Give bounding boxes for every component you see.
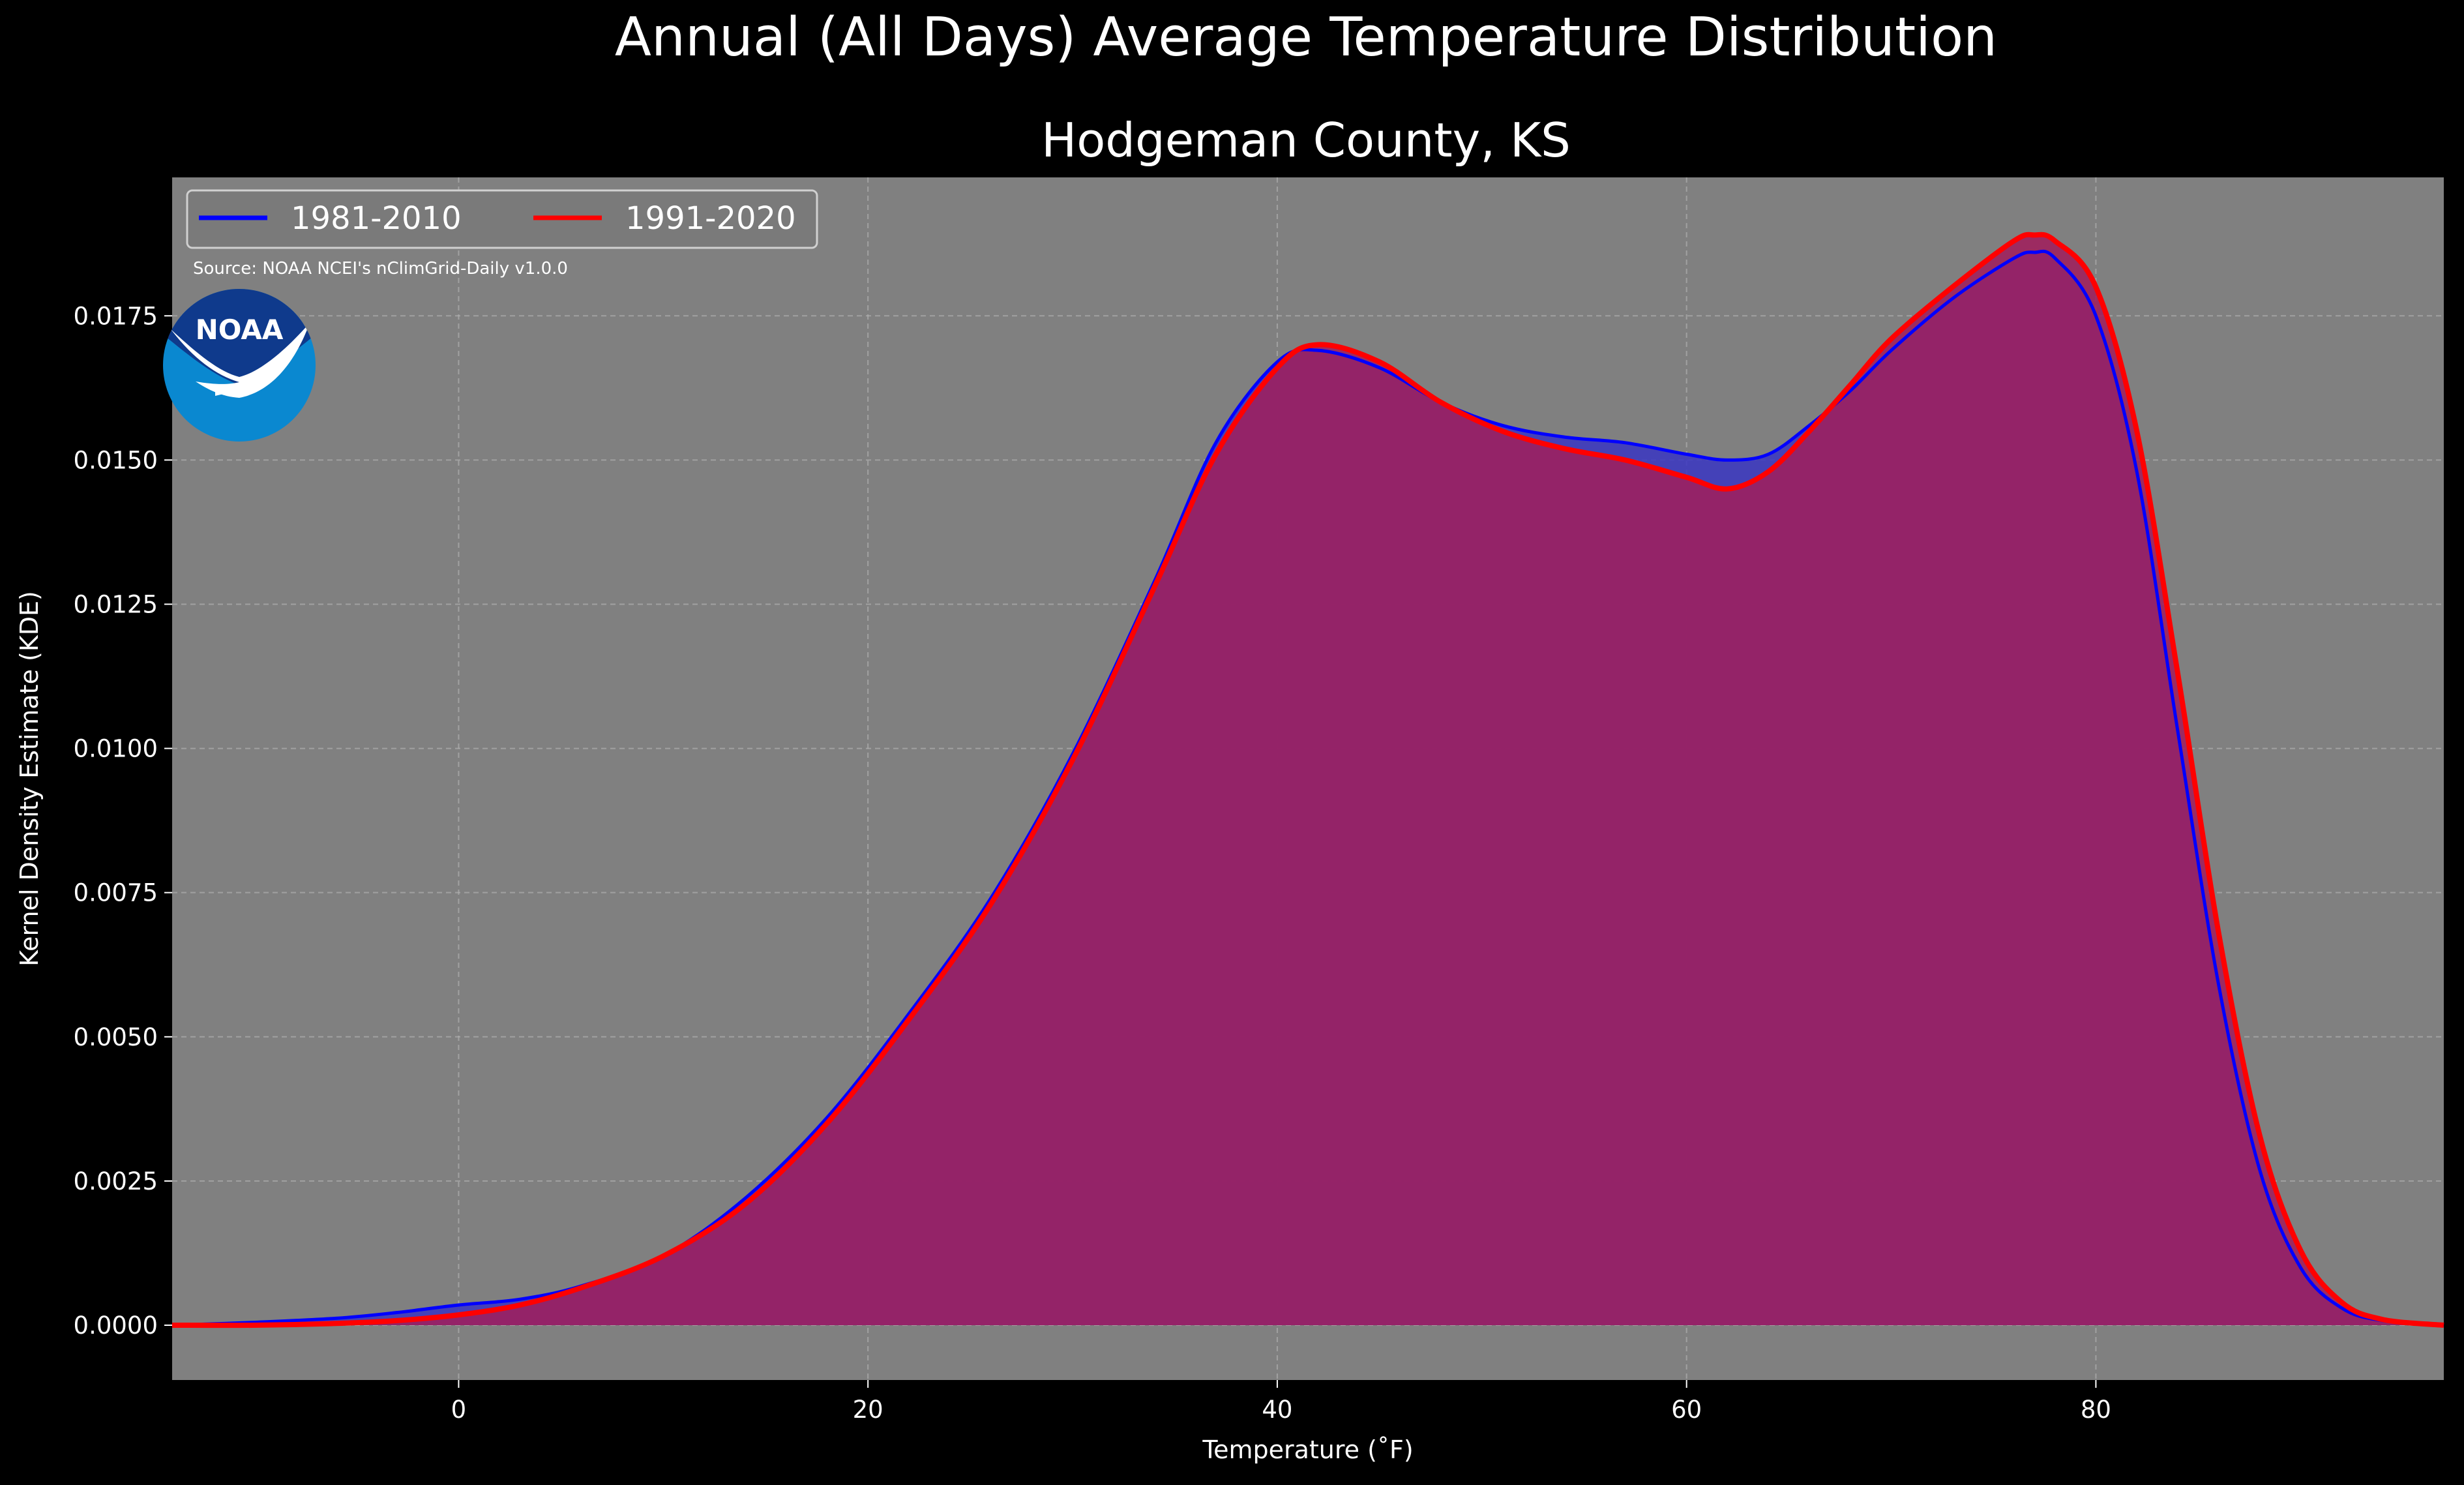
legend-label-1981-2010: 1981-2010	[291, 200, 462, 237]
y-tick-label: 0.0150	[74, 446, 158, 474]
y-tick-label: 0.0000	[74, 1312, 158, 1340]
x-tick-label: 40	[1262, 1396, 1292, 1424]
y-tick-label: 0.0100	[74, 735, 158, 763]
x-axis-label: Temperature (˚F)	[1202, 1435, 1413, 1464]
y-tick-label: 0.0075	[74, 879, 158, 907]
x-tick-label: 60	[1671, 1396, 1702, 1424]
y-tick-label: 0.0175	[74, 302, 158, 330]
density-lines	[171, 232, 2444, 1328]
source-note: Source: NOAA NCEI's nClimGrid-Daily v1.0…	[193, 259, 568, 278]
legend-box	[186, 189, 818, 249]
logo-text: NOAA	[196, 314, 284, 346]
axis-ticks: 0 20 40 60 80 0.0000 0.0025 0.0050 0.0075 0.0100 0…	[74, 302, 2111, 1424]
logo-gull-icon	[171, 323, 310, 398]
legend-label-1991-2020: 1991-2020	[625, 200, 796, 237]
legend: 1981-2010 1991-2020	[186, 189, 818, 249]
y-tick-label: 0.0025	[74, 1167, 158, 1195]
x-tick-label: 0	[451, 1396, 467, 1424]
chart-subtitle: Hodgeman County, KS	[1041, 113, 1571, 168]
area-1991-2020	[172, 234, 2444, 1326]
chart-title: Annual (All Days) Average Temperature Di…	[615, 7, 1997, 68]
x-tick-label: 80	[2081, 1396, 2111, 1424]
x-tick-label: 20	[853, 1396, 883, 1424]
logo-gull-tail-icon	[215, 378, 274, 396]
noaa-logo-icon: NOAA	[163, 289, 316, 442]
density-areas	[172, 234, 2444, 1326]
y-axis-label: Kernel Density Estimate (KDE)	[15, 591, 44, 967]
logo-emblem	[163, 289, 316, 398]
y-tick-label: 0.0050	[74, 1023, 158, 1051]
y-tick-label: 0.0125	[74, 590, 158, 618]
line-1991-2020	[171, 232, 2444, 1328]
